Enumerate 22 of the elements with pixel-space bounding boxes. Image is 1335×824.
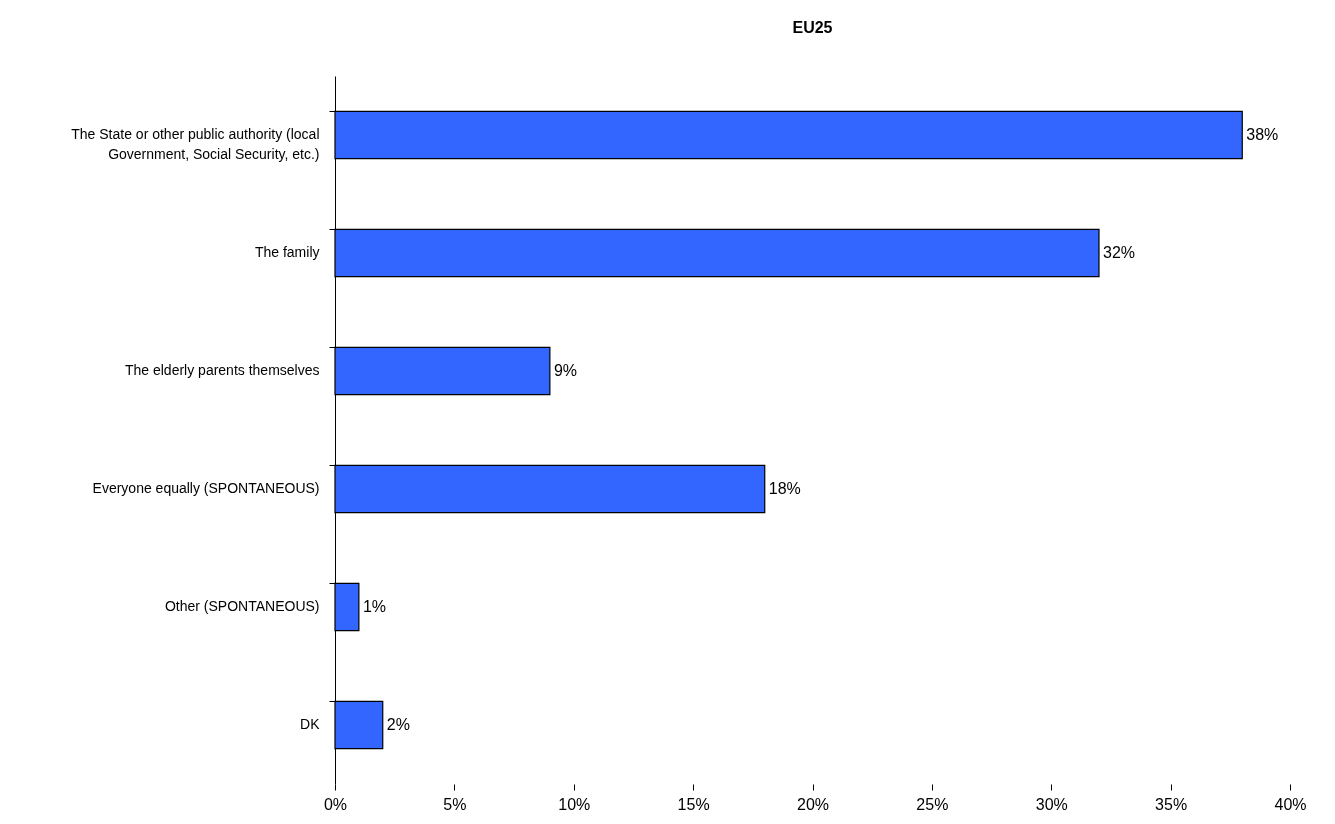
data-label: 9% [553, 362, 577, 379]
x-tick-label: 5% [443, 795, 467, 813]
data-label: 18% [768, 480, 801, 497]
y-tick-label: The family [254, 244, 320, 260]
data-label: 2% [386, 716, 410, 733]
x-tick-label: 0% [323, 795, 348, 813]
data-label: 38% [1246, 126, 1279, 143]
y-tick-label: The elderly parents themselves [124, 362, 320, 378]
x-tick-label: 15% [677, 795, 710, 813]
data-label: 32% [1103, 244, 1136, 261]
x-tick-label: 25% [916, 795, 949, 813]
x-tick-label: 35% [1155, 795, 1188, 813]
x-tick-label: 30% [1035, 795, 1068, 813]
x-tick-label: 20% [796, 795, 830, 813]
y-tick-label: DK [300, 716, 321, 732]
y-tick-label: The State or other public authority (local Government, Social Security, etc.) [71, 126, 320, 162]
x-tick-label: 40% [1274, 795, 1307, 813]
y-tick-label: Everyone equally (SPONTANEOUS) [92, 480, 320, 496]
x-tick-label: 10% [558, 795, 591, 813]
y-tick-label: Other (SPONTANEOUS) [164, 598, 320, 614]
chart-title: EU25 [792, 19, 833, 36]
data-label: 1% [362, 598, 386, 615]
